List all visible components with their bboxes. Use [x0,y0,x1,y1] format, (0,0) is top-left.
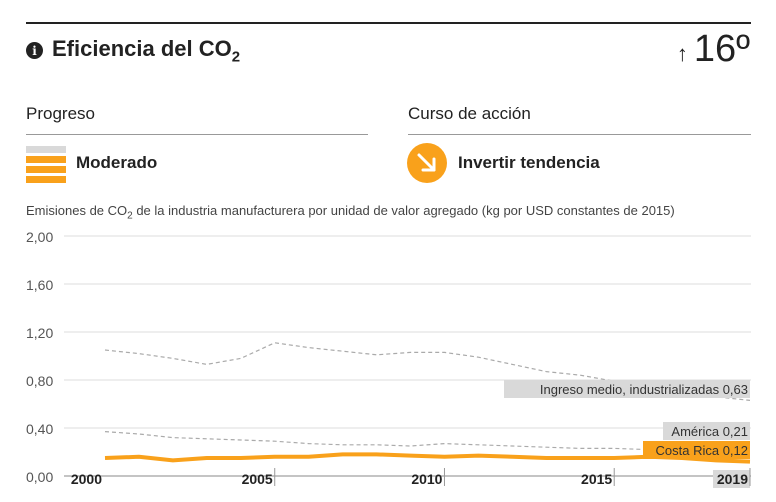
chart-caption: Emisiones de CO2 de la industria manufac… [26,203,675,222]
title-text: Eficiencia del CO [52,36,232,61]
y-tick-label: 1,20 [26,325,53,341]
series-label-background [663,422,750,440]
series-line [104,431,750,452]
progress-bar-segment [26,166,66,173]
page-title: Eficiencia del CO2 [52,36,240,65]
progress-heading: Progreso [26,104,95,123]
x-tick-label: 2015 [581,471,612,487]
x-tick-highlight [713,470,750,488]
emissions-line-chart: 0,00 0,40 0,80 1,20 1,60 2,00 2000 2005 2010 2015… [26,229,751,488]
caption-text-rest: de la industria manufacturera por unidad… [132,203,675,218]
caption-subscript: 2 [127,210,133,222]
progress-rule [26,134,368,135]
progress-bar-segment [26,146,66,153]
action-rule [408,134,751,135]
info-icon[interactable]: i [26,42,43,60]
caption-text: Emisiones de CO [26,203,128,218]
x-tick-label: 2000 [71,471,102,487]
action-heading: Curso de acción [408,104,531,123]
top-rule [26,22,751,24]
series-end-label: América 0,21 [671,424,748,439]
reverse-trend-arrow-icon [407,143,447,183]
x-tick-label: 2019 [717,471,748,487]
progress-bar-segment [26,156,66,163]
y-tick-label: 0,40 [26,421,53,437]
progress-bars-icon [26,146,66,186]
progress-status: Moderado [76,153,158,172]
series-label-background [504,380,750,398]
x-tick-label: 2010 [411,471,442,487]
rank-indicator: ↑ 16º [677,28,750,71]
x-tick-label: 2005 [242,471,273,487]
rank-value: 16º [693,28,750,70]
progress-bar-segment [26,176,66,183]
y-tick-label: 0,00 [26,469,53,485]
series-end-label: Ingreso medio, industrializadas 0,63 [540,382,748,397]
rank-up-arrow-icon: ↑ [676,41,688,66]
y-tick-label: 0,80 [26,373,53,389]
y-tick-label: 1,60 [26,277,53,293]
title-subscript: 2 [231,48,241,66]
y-tick-label: 2,00 [26,229,53,245]
action-status: Invertir tendencia [458,153,600,172]
series-line [104,452,751,464]
series-end-label: Costa Rica 0,12 [656,443,749,458]
series-label-background [643,441,750,459]
title-row: i Eficiencia del CO2 [26,36,240,65]
